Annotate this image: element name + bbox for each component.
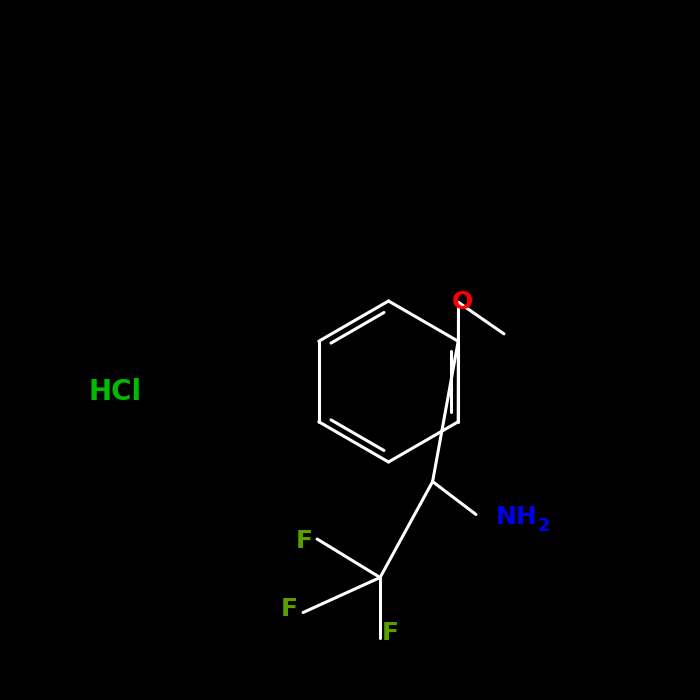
Text: O: O <box>452 290 472 314</box>
Text: 2: 2 <box>538 517 550 536</box>
Text: F: F <box>382 621 399 645</box>
Text: NH: NH <box>496 505 538 528</box>
Text: HCl: HCl <box>89 378 142 406</box>
Text: F: F <box>296 529 313 553</box>
Text: F: F <box>281 597 297 621</box>
